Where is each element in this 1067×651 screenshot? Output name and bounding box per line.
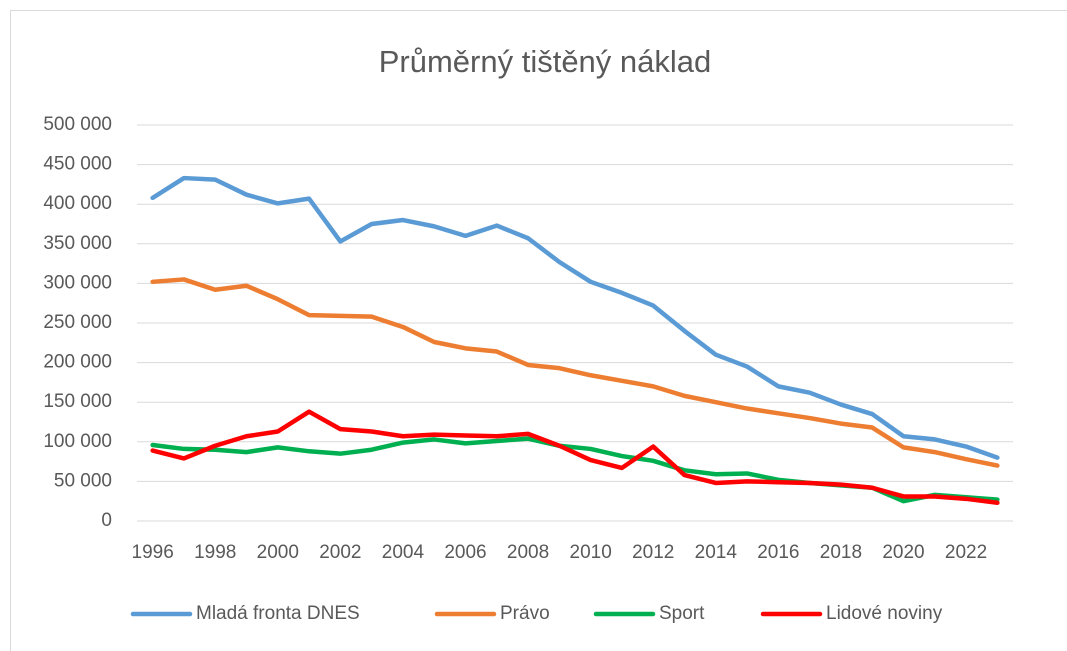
x-tick-label: 2014 bbox=[695, 542, 738, 563]
x-tick-label: 2008 bbox=[507, 542, 549, 563]
x-tick-label: 2022 bbox=[945, 542, 987, 563]
x-tick-label: 2002 bbox=[319, 542, 361, 563]
y-tick-label: 50 000 bbox=[54, 470, 112, 491]
x-tick-label: 2006 bbox=[444, 542, 486, 563]
y-tick-label: 200 000 bbox=[43, 352, 112, 373]
x-tick-label: 2004 bbox=[382, 542, 425, 563]
series-line bbox=[150, 175, 1000, 460]
legend-label: Lidové noviny bbox=[826, 603, 943, 624]
y-tick-label: 0 bbox=[101, 510, 112, 531]
x-tick-label: 2000 bbox=[257, 542, 299, 563]
y-tick-label: 150 000 bbox=[43, 391, 112, 412]
x-tick-label: 1996 bbox=[132, 542, 174, 563]
y-tick-label: 450 000 bbox=[43, 154, 112, 175]
legend-label: Právo bbox=[500, 603, 550, 624]
x-tick-label: 1998 bbox=[194, 542, 236, 563]
legend-label: Sport bbox=[659, 603, 705, 624]
chart-frame bbox=[10, 10, 1067, 651]
y-tick-label: 250 000 bbox=[43, 312, 112, 333]
x-tick-label: 2020 bbox=[882, 542, 924, 563]
x-tick-label: 2016 bbox=[757, 542, 799, 563]
x-tick-label: 2010 bbox=[570, 542, 612, 563]
y-tick-label: 350 000 bbox=[43, 233, 112, 254]
y-tick-label: 500 000 bbox=[43, 114, 112, 135]
series-line bbox=[150, 409, 1000, 506]
x-tick-label: 2018 bbox=[820, 542, 862, 563]
series-line bbox=[150, 277, 1000, 468]
chart-title: Průměrný tištěný náklad bbox=[379, 44, 712, 79]
y-tick-label: 400 000 bbox=[43, 193, 112, 214]
y-tick-label: 300 000 bbox=[43, 272, 112, 293]
legend-label: Mladá fronta DNES bbox=[196, 603, 360, 624]
x-tick-label: 2012 bbox=[632, 542, 674, 563]
y-tick-label: 100 000 bbox=[43, 431, 112, 452]
